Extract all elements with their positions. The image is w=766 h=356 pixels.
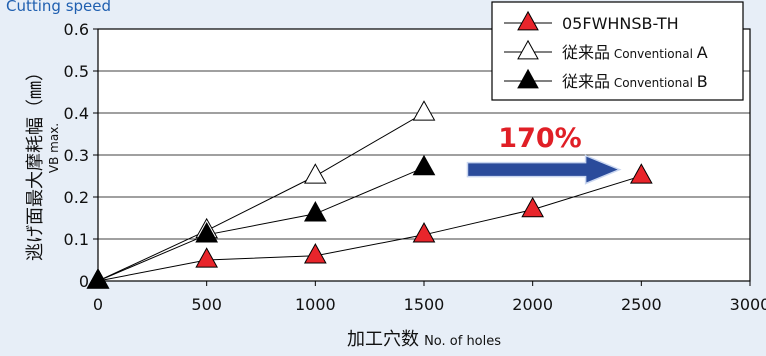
data-point-fwh: [195, 247, 219, 268]
x-axis-label-main: 加工穴数: [347, 329, 419, 350]
data-point-convB: [303, 201, 327, 222]
x-axis-label-sub: No. of holes: [424, 334, 501, 349]
legend-entry-convA: 従来品 Conventional A: [504, 39, 708, 62]
data-point-convB: [195, 222, 219, 243]
data-point-fwh: [521, 196, 545, 218]
x-tick-label: 3000: [730, 295, 766, 314]
legend-marker: [517, 10, 539, 31]
y-tick-label: 0.4: [64, 104, 89, 123]
cutting-speed-caption: Cutting speed: [6, 0, 111, 15]
series-line-convB: [97, 167, 425, 282]
data-point-convA: [412, 100, 436, 121]
data-point-convA: [303, 163, 327, 184]
legend-marker: [517, 39, 539, 60]
data-point-fwh: [629, 163, 653, 184]
y-tick-label: 0.2: [64, 188, 89, 207]
y-tick-label: 0: [79, 272, 89, 291]
x-tick-label: 2500: [621, 295, 662, 314]
legend: 05FWHNSB-TH 従来品 Conventional A 従来品 Convent…: [491, 1, 744, 101]
x-tick-label: 2000: [512, 295, 553, 314]
x-tick-label: 1000: [295, 295, 336, 314]
data-point-convB: [86, 268, 110, 289]
improvement-label: 170%: [498, 123, 581, 154]
y-tick-label: 0.3: [64, 146, 89, 165]
series-line-fwh: [97, 175, 642, 282]
y-tick-label: 0.5: [64, 62, 89, 81]
x-tick-label: 0: [93, 295, 103, 314]
x-axis-label: 加工穴数 No. of holes: [347, 329, 501, 350]
y-tick-label: 0.1: [64, 230, 89, 249]
legend-label: 05FWHNSB-TH: [562, 14, 679, 33]
legend-marker: [517, 68, 539, 89]
y-axis-label-main: 逃げ面最大摩耗幅（㎜）: [25, 63, 46, 261]
y-axis-label: 逃げ面最大摩耗幅（㎜）: [25, 63, 46, 261]
x-tick-label: 1500: [404, 295, 445, 314]
x-tick-label: 500: [191, 295, 222, 314]
data-point-convB: [412, 154, 436, 176]
series-line-convA: [97, 112, 425, 282]
improvement-arrow: [466, 154, 622, 185]
legend-label: 従来品 Conventional A: [562, 43, 708, 62]
legend-entry-convB: 従来品 Conventional B: [504, 68, 708, 91]
legend-label: 従来品 Conventional B: [562, 72, 708, 91]
data-point-fwh: [412, 222, 436, 243]
data-point-fwh: [303, 243, 327, 264]
y-tick-label: 0.6: [64, 20, 89, 39]
legend-entry-fwh: 05FWHNSB-TH: [504, 10, 679, 33]
y-axis-sublabel: VB max.: [47, 123, 61, 173]
